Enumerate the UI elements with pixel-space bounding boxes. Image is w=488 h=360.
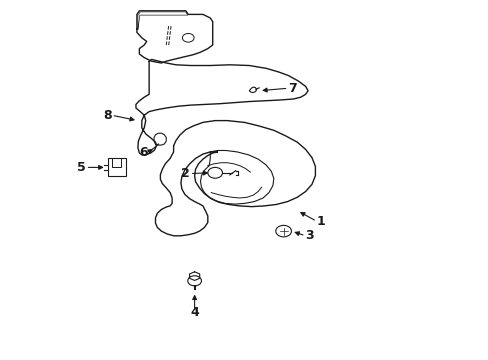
Text: 6: 6 [139, 146, 147, 159]
Text: 2: 2 [181, 167, 189, 180]
Text: 7: 7 [288, 82, 297, 95]
Text: 4: 4 [190, 306, 199, 319]
Bar [107, 158, 126, 176]
Text: 1: 1 [316, 215, 325, 228]
Text: 8: 8 [102, 109, 111, 122]
Text: 3: 3 [305, 229, 314, 242]
Text: 5: 5 [77, 161, 85, 174]
